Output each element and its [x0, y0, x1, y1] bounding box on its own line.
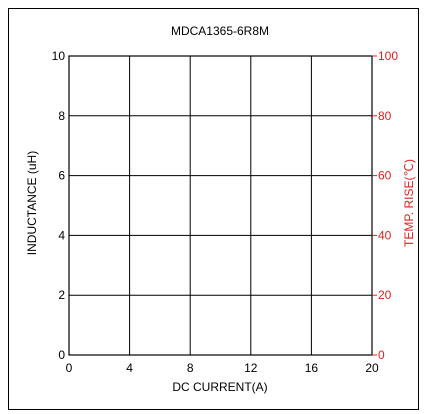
y-tick-label-0: 0	[58, 348, 65, 362]
left-axis-ticks: 0 2 4 6 8 10	[52, 49, 66, 362]
plot-border	[68, 55, 373, 356]
x-tick-label-1: 4	[126, 361, 133, 375]
x-tick-label-2: 8	[187, 361, 194, 375]
y2-tick-label-4: 80	[378, 109, 392, 123]
y2-tick-label-0: 0	[378, 348, 385, 362]
y-tick-label-2: 4	[58, 228, 65, 242]
x-axis-label: DC CURRENT(A)	[172, 380, 267, 394]
y-tick-label-5: 10	[52, 49, 66, 63]
y2-tick-label-3: 60	[378, 169, 392, 183]
x-tick-label-4: 16	[305, 361, 319, 375]
x-tick-label-5: 20	[365, 361, 379, 375]
x-axis-ticks: 0 4 8 12 16 20	[66, 361, 379, 375]
grid	[68, 55, 373, 356]
y2-tick-label-1: 20	[378, 288, 392, 302]
right-axis-ticks: 0 20 40 60 80 100	[372, 49, 398, 362]
x-tick-label-3: 12	[244, 361, 258, 375]
y2-tick-label-5: 100	[378, 49, 398, 63]
x-tick-label-0: 0	[66, 361, 73, 375]
chart-title: MDCA1365-6R8M	[171, 24, 269, 38]
y2-tick-label-2: 40	[378, 228, 392, 242]
y2-axis-label: TEMP. RISE(℃)	[402, 159, 416, 247]
y-tick-label-4: 8	[58, 109, 65, 123]
y-tick-label-1: 2	[58, 288, 65, 302]
chart-frame	[8, 8, 419, 410]
y-tick-label-3: 6	[58, 169, 65, 183]
y-axis-label: INDUCTANCE (uH)	[25, 151, 39, 255]
